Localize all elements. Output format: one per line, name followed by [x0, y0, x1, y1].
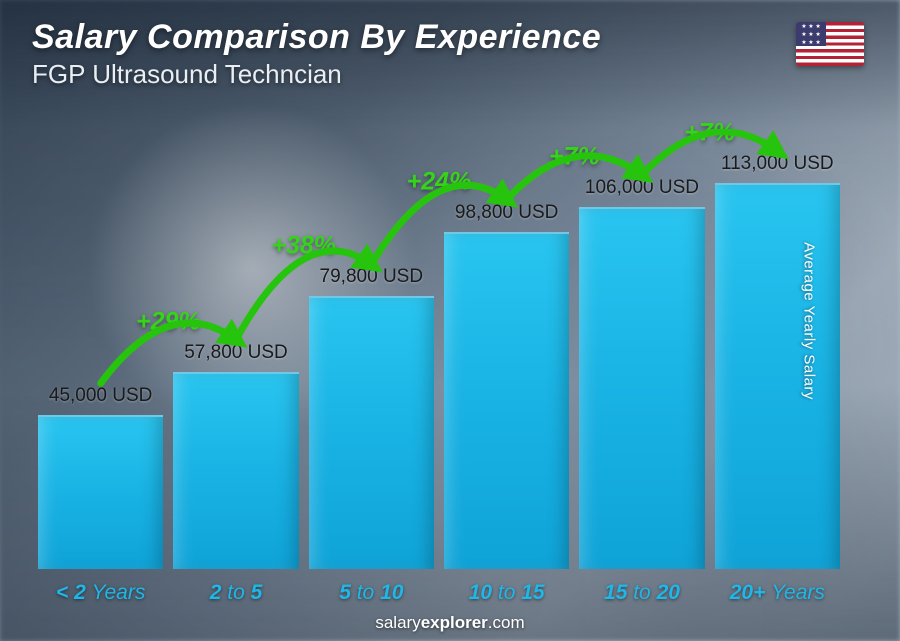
page-title: Salary Comparison By Experience [32, 18, 868, 57]
x-tick: 2 to 5 [173, 581, 298, 605]
bar-wrap: 57,800 USD [173, 372, 298, 569]
bar [444, 232, 569, 569]
flag-canton [796, 22, 826, 46]
x-axis: < 2 Years 2 to 5 5 to 10 10 to 15 15 to 20 20… [38, 581, 840, 605]
header: Salary Comparison By Experience FGP Ultr… [32, 18, 868, 90]
bar-value-label: 57,800 USD [184, 342, 288, 364]
footer-brand: salaryexplorer.com [0, 613, 900, 633]
x-tick: 15 to 20 [579, 581, 704, 605]
bar [38, 415, 163, 569]
brand-part-1: salary [375, 613, 420, 632]
page-subtitle: FGP Ultrasound Techncian [32, 59, 868, 90]
x-tick: 20+ Years [715, 581, 840, 605]
bar-wrap: 45,000 USD [38, 415, 163, 569]
brand-part-2: explorer [421, 613, 488, 632]
bar [579, 207, 704, 569]
bar-wrap: 98,800 USD [444, 232, 569, 569]
bar-value-label: 106,000 USD [585, 177, 699, 199]
bar-wrap: 106,000 USD [579, 207, 704, 569]
x-tick: 10 to 15 [444, 581, 569, 605]
brand-part-3: .com [488, 613, 525, 632]
bar-value-label: 79,800 USD [320, 266, 424, 288]
salary-bar-chart: 45,000 USD57,800 USD79,800 USD98,800 USD… [38, 129, 840, 569]
bar-wrap: 113,000 USD [715, 183, 840, 569]
x-tick: < 2 Years [38, 581, 163, 605]
bar-wrap: 79,800 USD [309, 296, 434, 569]
bar [715, 183, 840, 569]
bar-value-label: 45,000 USD [49, 385, 153, 407]
bar [309, 296, 434, 569]
bar-value-label: 98,800 USD [455, 202, 559, 224]
y-axis-label: Average Yearly Salary [801, 242, 818, 400]
bar-value-label: 113,000 USD [721, 153, 834, 175]
bar [173, 372, 298, 569]
x-tick: 5 to 10 [309, 581, 434, 605]
us-flag-icon [796, 22, 864, 66]
